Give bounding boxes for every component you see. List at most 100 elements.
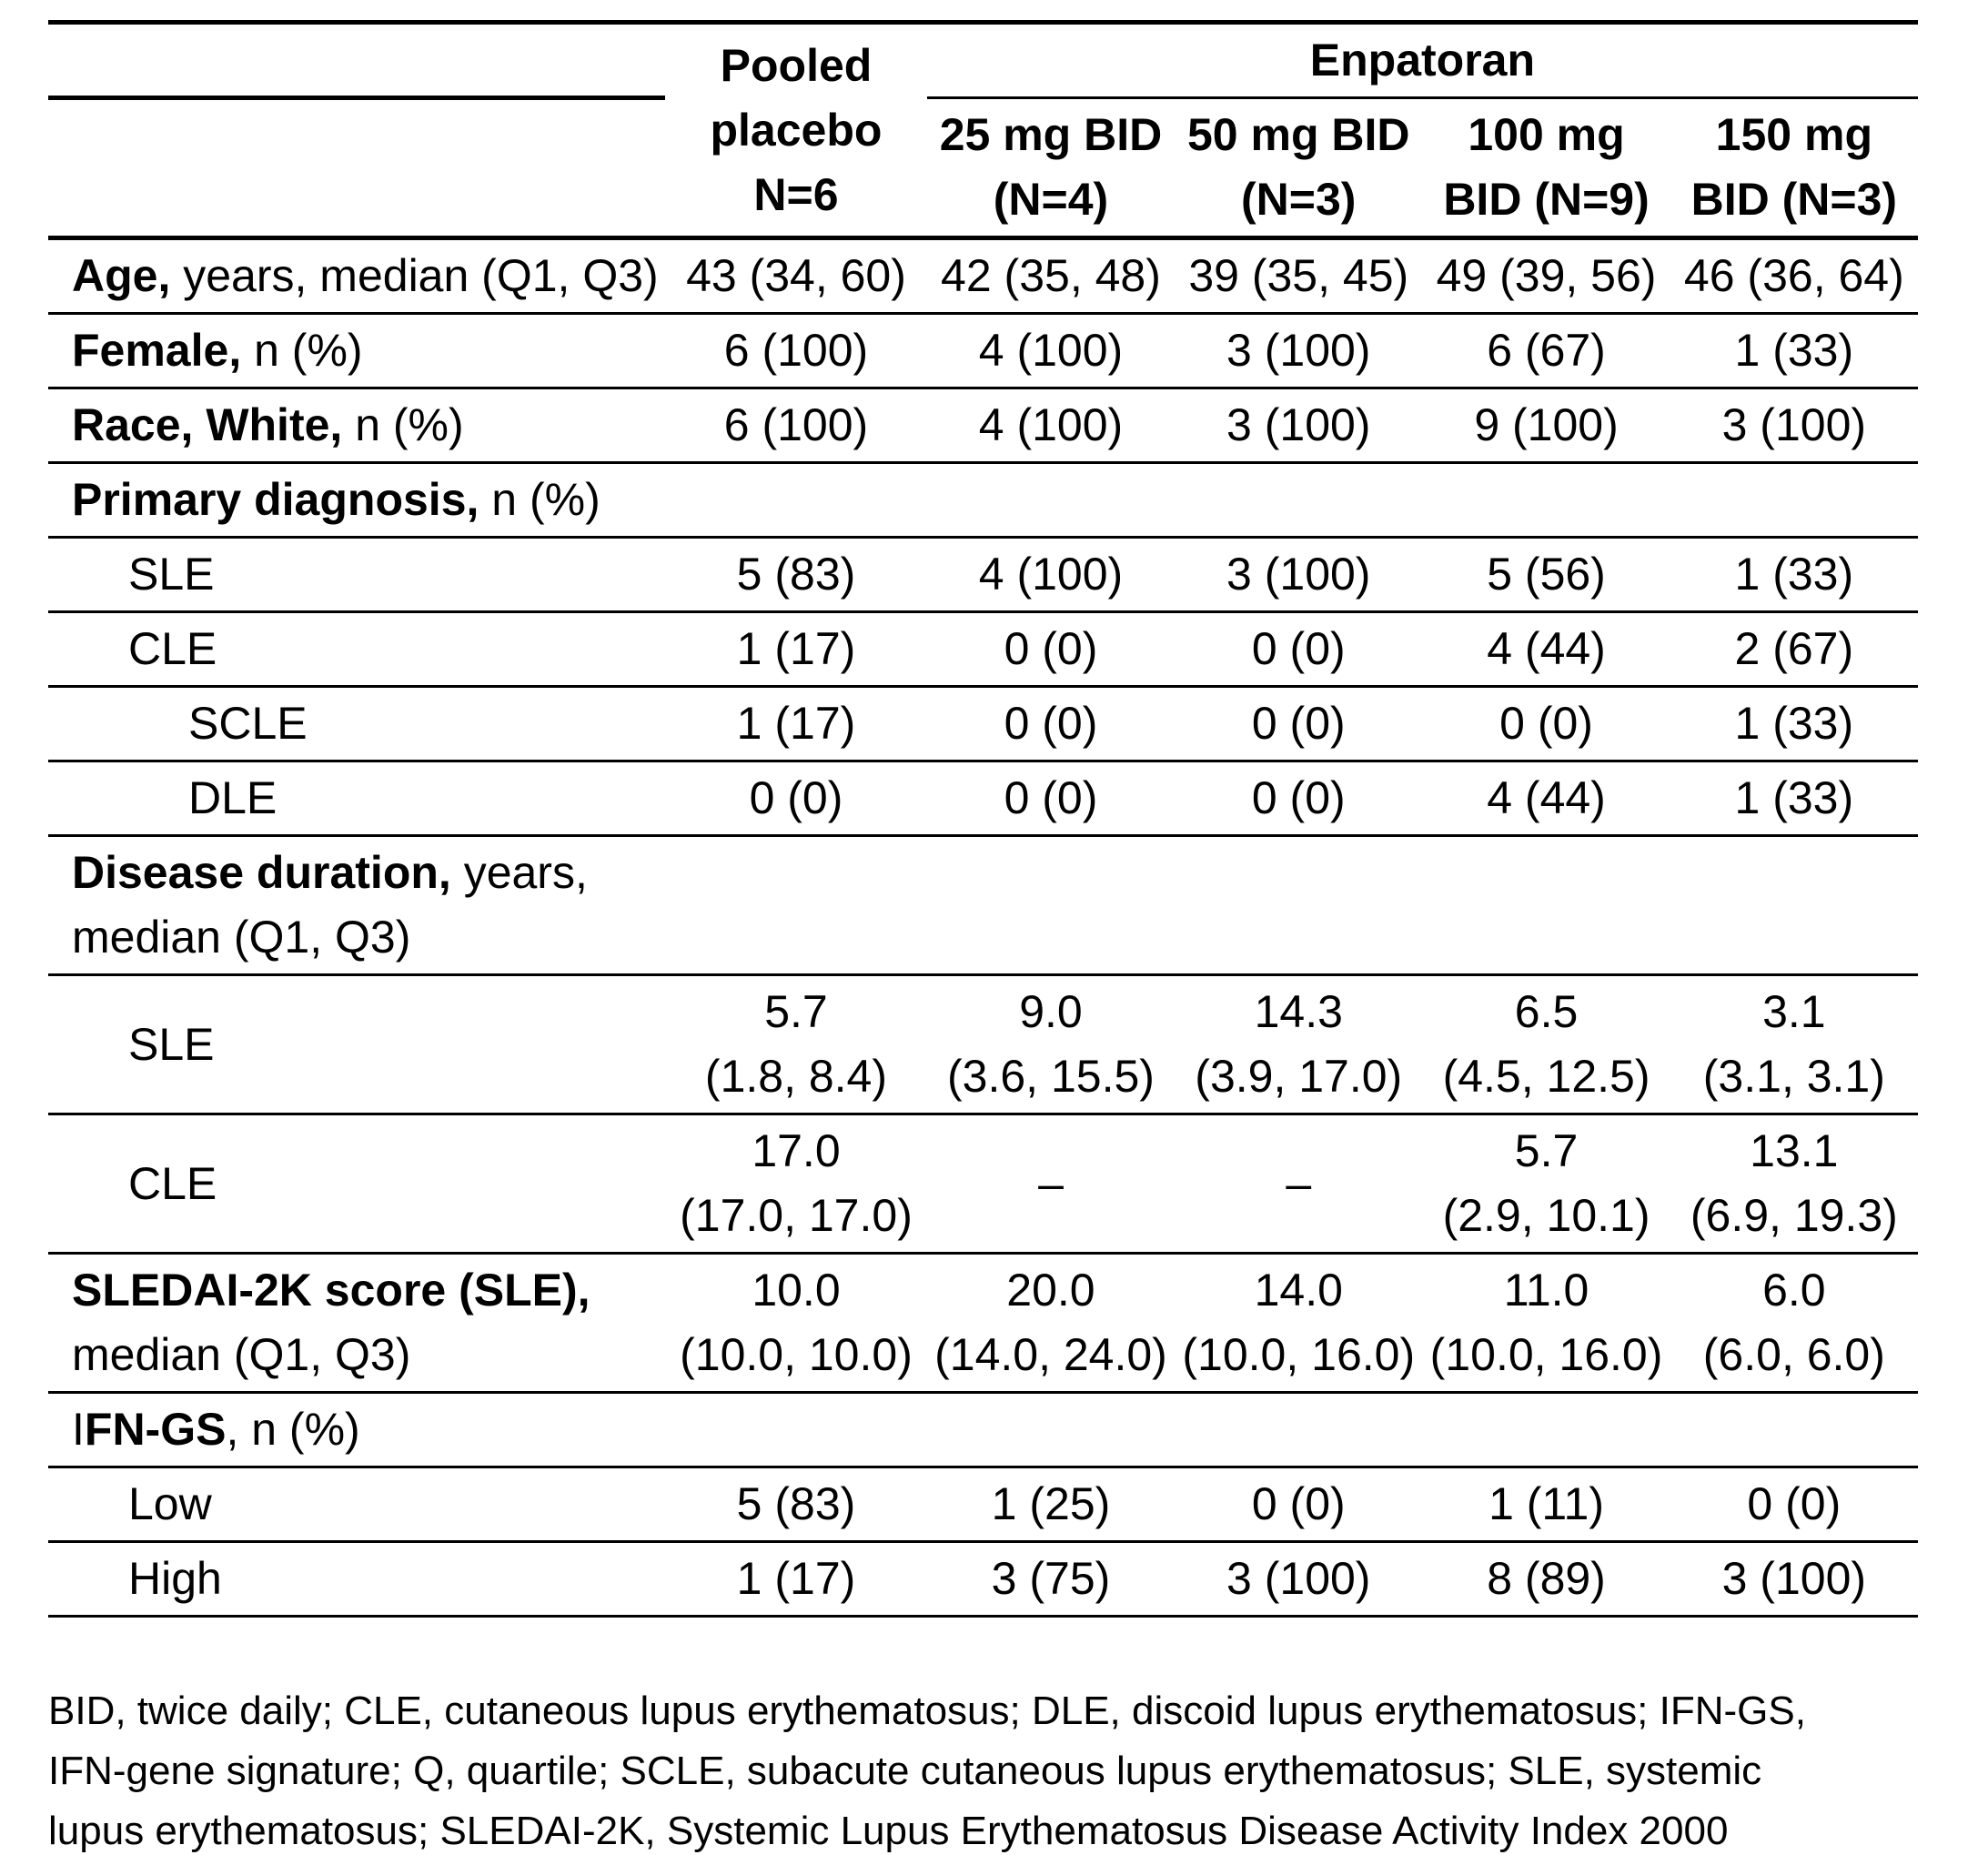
table-row: SLE 5.7 (1.8, 8.4) 9.0 (3.6, 15.5) 14.3 (3.… [48,974,1918,1115]
table-row: Female, n (%) 6 (100) 4 (100) 3 (100) 6 (67)… [48,313,1918,389]
header-row-doses: 25 mg BID (N=4) 50 mg BID (N=3) 100 mg B… [48,97,1918,240]
data-cell [1670,835,1918,976]
data-cell: 0 (0) [1670,1467,1918,1543]
data-cell: 0 (0) [1175,611,1423,688]
row-label: Disease duration, years, median (Q1, Q3) [48,835,666,976]
dose-column-header-150mg: 150 mg BID (N=3) [1670,97,1918,240]
row-label: SLE [48,537,666,613]
table-row: CLE 17.0 (17.0, 17.0) – –5.7 (2.9, 10.1) 13.… [48,1114,1918,1255]
table-row: SLE 5 (83) 4 (100) 3 (100) 5 (56) 1 (33) [48,537,1918,613]
data-cell: 5.7 (1.8, 8.4) [665,974,927,1115]
data-cell: 3 (100) [1670,388,1918,464]
row-label-rest: n (%) [342,399,464,450]
row-label-rest: years, median (Q1, Q3) [170,250,659,301]
row-label: Age, years, median (Q1, Q3) [48,237,666,315]
table-row: Age, years, median (Q1, Q3) 43 (34, 60) 42… [48,237,1918,315]
row-label-bold: Disease duration, [72,847,451,898]
data-cell: 1 (17) [665,611,927,688]
data-cell: 14.3 (3.9, 17.0) [1175,974,1423,1115]
row-label-rest: Low [128,1478,212,1529]
row-label: High [48,1541,666,1618]
row-label-rest: SCLE [188,698,308,749]
data-cell: 1 (25) [926,1467,1176,1543]
data-cell: 6.5 (4.5, 12.5) [1422,974,1670,1115]
dose-column-header-100mg: 100 mg BID (N=9) [1422,97,1670,240]
data-cell: 5 (83) [665,1467,927,1543]
row-label-bold: Race, White, [72,399,343,450]
row-label-rest: DLE [188,772,278,823]
row-label-bold: SLEDAI-2K score (SLE), [72,1265,590,1316]
data-cell [1422,1392,1670,1468]
table-row: Primary diagnosis, n (%) [48,462,1918,539]
data-cell: – [1175,1114,1423,1255]
data-cell [1422,462,1670,539]
row-label-bold: FN-GS [84,1404,227,1455]
table-row: Low 5 (83) 1 (25) 0 (0) 1 (11) 0 (0) [48,1467,1918,1543]
data-cell: 3 (100) [1175,1541,1423,1618]
table-row: High 1 (17) 3 (75) 3 (100) 8 (89) 3 (100) [48,1541,1918,1618]
row-label: CLE [48,611,666,688]
dose-column-header-50mg: 50 mg BID (N=3) [1175,97,1423,240]
data-cell: 11.0 (10.0, 16.0) [1422,1253,1670,1394]
table-body: Age, years, median (Q1, Q3) 43 (34, 60) 42… [48,237,1918,1618]
data-cell: 10.0 (10.0, 10.0) [665,1253,927,1394]
data-cell: 0 (0) [1175,761,1423,837]
row-label-rest: CLE [128,1157,217,1209]
data-cell: 0 (0) [1175,686,1423,762]
row-label: Primary diagnosis, n (%) [48,462,666,539]
data-cell: 0 (0) [926,761,1176,837]
row-label-bold: Primary diagnosis, [72,474,479,525]
data-cell: 8 (89) [1422,1541,1670,1618]
data-cell: 0 (0) [1422,686,1670,762]
table-header: Pooled placebo N=6 Enpatoran 25 mg BID (… [48,22,1918,240]
data-cell: 1 (17) [665,686,927,762]
data-cell: 3 (100) [1670,1541,1918,1618]
data-cell: 3 (100) [1175,537,1423,613]
table-row: Race, White, n (%) 6 (100) 4 (100) 3 (100) 9… [48,388,1918,464]
data-cell: 14.0 (10.0, 16.0) [1175,1253,1423,1394]
data-cell: 5 (56) [1422,537,1670,613]
data-cell: 6.0 (6.0, 6.0) [1670,1253,1918,1394]
data-cell: 39 (35, 45) [1175,237,1423,315]
row-label: Female, n (%) [48,313,666,389]
data-cell [926,835,1176,976]
data-cell: 6 (100) [665,313,927,389]
row-label: SLE [48,974,666,1115]
data-cell: 1 (17) [665,1541,927,1618]
row-label-bold: Female, [72,325,242,376]
data-cell [1422,835,1670,976]
data-cell: 3 (100) [1175,388,1423,464]
row-label-rest: SLE [128,1018,215,1070]
data-cell: 1 (33) [1670,761,1918,837]
data-cell: 5.7 (2.9, 10.1) [1422,1114,1670,1255]
row-label-rest: median (Q1, Q3) [72,1329,411,1380]
dose-column-header-25mg: 25 mg BID (N=4) [926,97,1176,240]
row-label-rest: n (%) [241,325,363,376]
data-cell: 4 (100) [926,313,1176,389]
row-label-pre: I [72,1404,85,1455]
data-cell: 49 (39, 56) [1422,237,1670,315]
data-cell [665,1392,927,1468]
data-cell: 1 (33) [1670,537,1918,613]
data-cell: 0 (0) [926,686,1176,762]
data-cell: 43 (34, 60) [665,237,927,315]
data-cell: 20.0 (14.0, 24.0) [926,1253,1176,1394]
baseline-characteristics-table: Pooled placebo N=6 Enpatoran 25 mg BID (… [48,20,1918,1618]
table-row: Disease duration, years, median (Q1, Q3) [48,835,1918,976]
row-label-rest: SLE [128,549,215,600]
corner-cell [48,22,666,100]
data-cell: 46 (36, 64) [1670,237,1918,315]
table-row: CLE 1 (17) 0 (0) 0 (0) 4 (44) 2 (67) [48,611,1918,688]
row-label: DLE [48,761,666,837]
table-row: IFN-GS, n (%) [48,1392,1918,1468]
data-cell: 4 (44) [1422,761,1670,837]
row-label: Race, White, n (%) [48,388,666,464]
data-cell: 13.1 (6.9, 19.3) [1670,1114,1918,1255]
data-cell: 9.0 (3.6, 15.5) [926,974,1176,1115]
data-cell: 2 (67) [1670,611,1918,688]
row-label-rest: CLE [128,623,217,674]
data-cell: 3 (100) [1175,313,1423,389]
table-row: SLEDAI-2K score (SLE), median (Q1, Q3) 10… [48,1253,1918,1394]
placebo-column-header: Pooled placebo N=6 [665,22,927,240]
